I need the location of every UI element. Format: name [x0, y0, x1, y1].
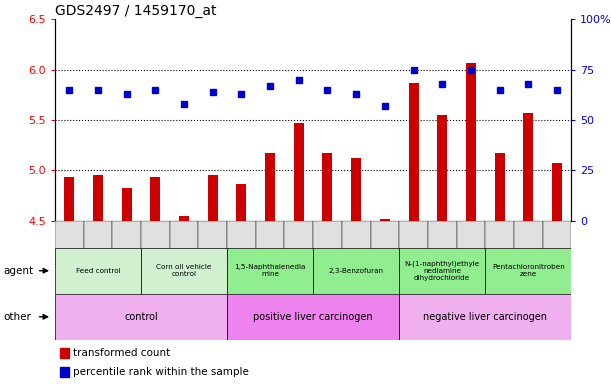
Text: N-(1-naphthyl)ethyle
nediamine
dihydrochloride: N-(1-naphthyl)ethyle nediamine dihydroch…	[404, 260, 480, 281]
Bar	[380, 219, 390, 221]
Bar	[323, 153, 332, 221]
Bar	[227, 248, 313, 294]
Bar	[494, 153, 505, 221]
Text: Pentachloronitroben
zene: Pentachloronitroben zene	[492, 264, 565, 277]
Bar	[199, 221, 227, 265]
Bar	[342, 221, 370, 265]
Bar	[256, 221, 285, 265]
Bar	[399, 221, 428, 265]
Bar	[60, 348, 70, 358]
Text: negative liver carcinogen: negative liver carcinogen	[423, 312, 547, 322]
Text: other: other	[3, 312, 31, 322]
Text: positive liver carcinogen: positive liver carcinogen	[254, 312, 373, 322]
Bar	[523, 113, 533, 221]
Bar	[370, 221, 399, 265]
Bar	[122, 187, 132, 221]
Bar	[456, 221, 485, 265]
Bar	[60, 367, 70, 377]
Bar	[179, 216, 189, 221]
Bar	[466, 63, 476, 221]
Bar	[351, 158, 361, 221]
Text: percentile rank within the sample: percentile rank within the sample	[73, 367, 249, 377]
Text: Feed control: Feed control	[76, 268, 120, 274]
Bar	[399, 294, 571, 340]
Bar	[84, 221, 112, 265]
Bar	[141, 248, 227, 294]
Bar	[514, 221, 543, 265]
Bar	[285, 221, 313, 265]
Bar	[141, 221, 170, 265]
Bar	[313, 248, 399, 294]
Bar	[150, 177, 161, 221]
Text: 1,5-Naphthalenedia
mine: 1,5-Naphthalenedia mine	[235, 264, 306, 277]
Bar	[552, 163, 562, 221]
Bar	[265, 153, 275, 221]
Bar	[55, 294, 227, 340]
Bar	[485, 221, 514, 265]
Bar	[294, 123, 304, 221]
Bar	[409, 83, 419, 221]
Bar	[112, 221, 141, 265]
Bar	[227, 221, 256, 265]
Text: 2,3-Benzofuran: 2,3-Benzofuran	[329, 268, 384, 274]
Text: Corn oil vehicle
control: Corn oil vehicle control	[156, 264, 212, 277]
Bar	[227, 294, 399, 340]
Bar	[55, 221, 84, 265]
Bar	[399, 248, 485, 294]
Text: GDS2497 / 1459170_at: GDS2497 / 1459170_at	[55, 4, 216, 18]
Bar	[313, 221, 342, 265]
Bar	[208, 175, 218, 221]
Text: transformed count: transformed count	[73, 348, 170, 358]
Text: control: control	[124, 312, 158, 322]
Bar	[485, 248, 571, 294]
Bar	[437, 115, 447, 221]
Bar	[55, 248, 141, 294]
Bar	[428, 221, 456, 265]
Text: agent: agent	[3, 266, 33, 276]
Bar	[170, 221, 199, 265]
Bar	[93, 175, 103, 221]
Bar	[64, 177, 75, 221]
Bar	[236, 184, 246, 221]
Bar	[543, 221, 571, 265]
